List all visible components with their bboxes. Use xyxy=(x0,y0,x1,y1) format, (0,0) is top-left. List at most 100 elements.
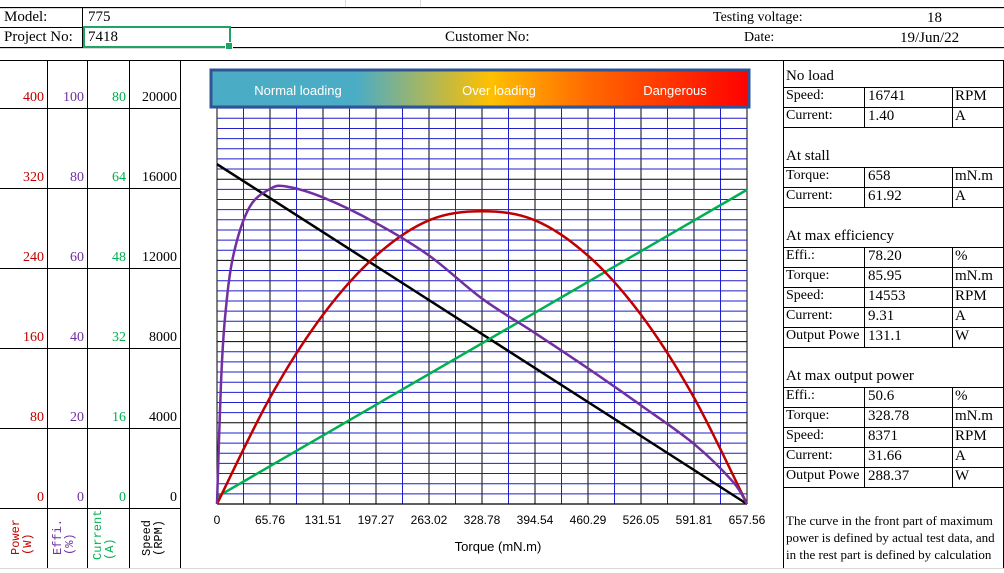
speed-axis-title: Speed (RPM) xyxy=(140,519,166,556)
speed-tick-label: 16000 xyxy=(142,170,177,185)
effi-tick-label: 0 xyxy=(77,490,84,505)
row-unit: W xyxy=(955,468,970,484)
row-label: Output Powe xyxy=(786,468,860,483)
row-label: Torque: xyxy=(786,268,830,283)
x-tick-label: 0 xyxy=(214,513,221,527)
row-label: Speed: xyxy=(786,88,825,103)
row-value: 328.78 xyxy=(868,408,910,424)
date-label: Date: xyxy=(744,30,775,45)
effi-tick-label: 20 xyxy=(70,410,84,425)
series-speed-rpm-line xyxy=(216,163,748,506)
section-title-max_power: At max output power xyxy=(786,368,914,384)
row-unit: mN.m xyxy=(955,408,993,424)
series-effi-line xyxy=(215,184,749,505)
project-value[interactable]: 7418 xyxy=(88,29,118,45)
speed-tick-label: 8000 xyxy=(149,330,177,345)
x-tick-label: 328.78 xyxy=(464,513,501,527)
row-label: Current: xyxy=(786,108,833,123)
row-label: Current: xyxy=(786,448,833,463)
model-value[interactable]: 775 xyxy=(88,9,111,25)
banner-normal: Normal loading xyxy=(254,83,341,98)
current-tick-label: 0 xyxy=(119,490,126,505)
row-label: Effi.: xyxy=(786,388,815,403)
speed-tick-label: 4000 xyxy=(149,410,177,425)
effi-tick-label: 40 xyxy=(70,330,84,345)
row-label: Torque: xyxy=(786,408,830,423)
row-value: 131.1 xyxy=(868,328,902,344)
row-value: 8371 xyxy=(868,428,898,444)
x-tick-label: 657.56 xyxy=(729,513,766,527)
power-tick-label: 0 xyxy=(37,490,44,505)
fill-handle[interactable] xyxy=(225,42,233,50)
current-tick-label: 64 xyxy=(112,170,126,185)
customer-label: Customer No: xyxy=(445,29,530,45)
x-tick-label: 197.27 xyxy=(358,513,395,527)
row-value: 31.66 xyxy=(868,448,902,464)
power-tick-label: 400 xyxy=(23,90,44,105)
row-unit: % xyxy=(955,388,968,404)
x-tick-label: 394.54 xyxy=(517,513,554,527)
row-label: Current: xyxy=(786,188,833,203)
power-tick-label: 320 xyxy=(23,170,44,185)
x-tick-label: 460.29 xyxy=(570,513,607,527)
row-label: Effi.: xyxy=(786,248,815,263)
current-axis-title-text: Current (A) xyxy=(91,509,117,560)
speed-axis-title-text: Speed (RPM) xyxy=(140,519,166,556)
series-power-w-line xyxy=(215,210,749,505)
x-tick-label: 65.76 xyxy=(255,513,285,527)
power-tick-label: 80 xyxy=(30,410,44,425)
row-unit: A xyxy=(955,188,966,204)
project-label: Project No: xyxy=(4,29,73,45)
row-unit: A xyxy=(955,308,966,324)
current-axis-title: Current (A) xyxy=(91,509,117,560)
x-tick-label: 526.05 xyxy=(623,513,660,527)
project-no-cell[interactable]: 7418 xyxy=(83,26,233,50)
banner-danger: Dangerous xyxy=(643,83,707,98)
curve-note: The curve in the front part of maximum p… xyxy=(786,513,995,562)
power-axis-title-text: Power (W) xyxy=(9,518,35,555)
banner-over: Over loading xyxy=(462,83,536,98)
row-unit: RPM xyxy=(955,88,987,104)
voltage-label: Testing voltage: xyxy=(713,10,803,25)
row-unit: mN.m xyxy=(955,168,993,184)
effi-tick-label: 100 xyxy=(63,90,84,105)
x-tick-label: 263.02 xyxy=(411,513,448,527)
current-tick-label: 16 xyxy=(112,410,126,425)
x-tick-label: 131.51 xyxy=(305,513,342,527)
row-unit: RPM xyxy=(955,288,987,304)
model-label: Model: xyxy=(4,9,48,25)
effi-axis-title-text: Effi. (%) xyxy=(51,518,77,555)
x-tick-label: 591.81 xyxy=(676,513,713,527)
voltage-value[interactable]: 18 xyxy=(927,10,942,26)
row-unit: mN.m xyxy=(955,268,993,284)
row-unit: A xyxy=(955,448,966,464)
section-title-max_eff: At max efficiency xyxy=(786,228,895,244)
date-value[interactable]: 19/Jun/22 xyxy=(900,30,960,46)
speed-tick-label: 12000 xyxy=(142,250,177,265)
row-value: 50.6 xyxy=(868,388,895,404)
power-tick-label: 240 xyxy=(23,250,44,265)
loading-banner xyxy=(209,68,751,109)
current-tick-label: 32 xyxy=(112,330,126,345)
row-label: Torque: xyxy=(786,168,830,183)
row-label: Output Powe xyxy=(786,328,860,343)
row-unit: A xyxy=(955,108,966,124)
row-value: 658 xyxy=(868,168,891,184)
effi-tick-label: 80 xyxy=(70,170,84,185)
row-unit: W xyxy=(955,328,970,344)
row-value: 14553 xyxy=(868,288,906,304)
row-label: Current: xyxy=(786,308,833,323)
row-value: 85.95 xyxy=(868,268,902,284)
section-title-no_load: No load xyxy=(786,68,834,84)
row-value: 61.92 xyxy=(868,188,902,204)
section-title-at_stall: At stall xyxy=(786,148,830,164)
x-axis-title: Torque (mN.m) xyxy=(455,539,542,554)
series-current-a-line xyxy=(216,188,748,498)
row-label: Speed: xyxy=(786,428,825,443)
performance-chart: 0 65.76 131.51 197.27 263.02 328.78 394.54 460.… xyxy=(209,68,766,554)
effi-tick-label: 60 xyxy=(70,250,84,265)
effi-axis-title: Effi. (%) xyxy=(51,518,77,555)
row-unit: RPM xyxy=(955,428,987,444)
row-value: 16741 xyxy=(868,88,906,104)
speed-tick-label: 20000 xyxy=(142,90,177,105)
